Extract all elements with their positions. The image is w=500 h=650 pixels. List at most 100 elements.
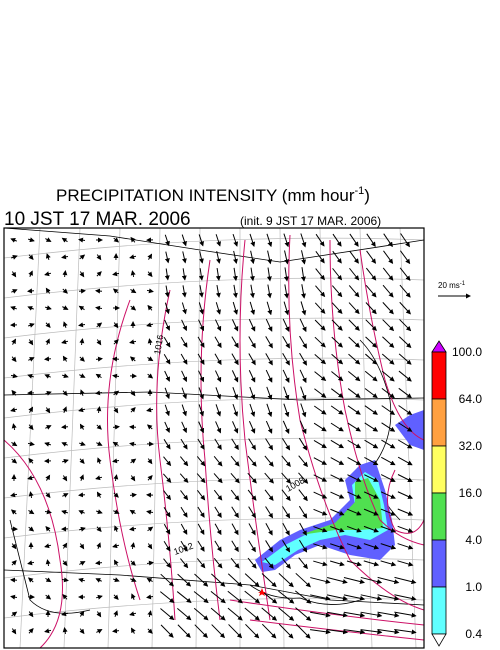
- wind-arrow: [28, 491, 34, 499]
- wind-arrow: [112, 424, 120, 430]
- wind-arrow: [399, 284, 411, 298]
- wind-arrow: [266, 386, 273, 401]
- wind-arrow: [164, 404, 170, 417]
- wind-arrow: [61, 237, 68, 243]
- wind-arrow: [45, 287, 51, 294]
- wind-arrow: [283, 233, 290, 248]
- wind-arrow: [365, 284, 377, 298]
- wind-arrow: [282, 318, 290, 332]
- wind-arrow: [380, 508, 397, 516]
- wind-arrow: [397, 543, 414, 550]
- wind-arrow: [230, 455, 240, 467]
- wind-arrow: [245, 623, 260, 639]
- wind-arrow: [249, 233, 256, 247]
- wind-arrow: [230, 473, 240, 484]
- wind-arrow: [398, 439, 413, 449]
- wind-arrow: [343, 611, 366, 618]
- wind-arrow: [164, 285, 170, 298]
- wind-arrow: [382, 284, 394, 298]
- wind-arrow: [79, 423, 85, 430]
- wind-arrow: [114, 559, 119, 566]
- wind-arrow: [400, 233, 410, 248]
- wind-arrow: [331, 319, 343, 331]
- wind-arrow: [349, 233, 359, 247]
- wind-arrow: [315, 233, 325, 247]
- wind-arrow: [313, 457, 328, 465]
- wind-arrow: [283, 267, 289, 282]
- wind-arrow: [11, 628, 17, 635]
- wind-arrow: [282, 438, 291, 451]
- wind-arrow: [265, 438, 273, 451]
- wind-arrow: [113, 509, 120, 514]
- wind-arrow: [131, 627, 136, 634]
- wind-arrow: [381, 405, 396, 415]
- wind-arrow: [198, 234, 204, 247]
- wind-arrow: [28, 457, 34, 464]
- wind-arrow: [78, 510, 85, 515]
- wind-arrow: [28, 526, 35, 532]
- wind-arrow: [232, 387, 239, 400]
- wind-arrow: [360, 629, 383, 635]
- wind-arrow: [214, 438, 222, 450]
- valid-time: 10 JST 17 MAR. 2006: [4, 209, 191, 230]
- wind-arrow: [131, 593, 136, 600]
- wind-arrow: [231, 336, 239, 349]
- wind-arrow: [264, 455, 274, 467]
- wind-arrow: [181, 234, 187, 247]
- wind-arrow: [10, 594, 18, 600]
- wind-arrow: [298, 539, 308, 553]
- wind-arrow: [181, 370, 187, 383]
- wind-arrow: [198, 370, 205, 383]
- wind-arrow: [177, 608, 192, 621]
- wind-arrow: [147, 373, 154, 379]
- wind-arrow: [398, 370, 412, 382]
- wind-arrow: [193, 607, 209, 621]
- legend-label: 100.0: [452, 345, 482, 359]
- wind-arrow: [326, 594, 348, 601]
- wind-arrow: [78, 305, 85, 311]
- wind-arrow: [198, 302, 204, 315]
- wind-arrow: [266, 233, 273, 248]
- wind-arrow: [180, 336, 188, 348]
- wind-arrow: [281, 489, 291, 502]
- wind-arrow: [112, 288, 119, 294]
- wind-arrow: [231, 540, 239, 553]
- wind-arrow: [264, 472, 274, 484]
- wind-arrow: [28, 509, 35, 515]
- wind-arrow: [163, 336, 171, 348]
- wind-arrow: [233, 250, 238, 265]
- wind-arrow: [113, 339, 119, 345]
- wind-arrow: [45, 407, 51, 414]
- wind-arrow: [364, 439, 379, 449]
- wind-arrow: [28, 424, 34, 431]
- wind-arrow: [228, 624, 243, 639]
- wind-arrow: [347, 457, 362, 466]
- wind-arrow: [399, 250, 411, 265]
- wind-arrow: [377, 576, 400, 585]
- wind-arrow: [44, 441, 52, 447]
- wind-arrow: [78, 322, 86, 328]
- wind-arrow: [181, 319, 187, 332]
- wind-arrow: [282, 420, 290, 435]
- wind-arrow: [194, 624, 208, 639]
- wind-arrow: [249, 301, 256, 316]
- wind-arrow: [300, 386, 307, 401]
- wind-arrow: [211, 573, 226, 587]
- wind-arrow: [61, 458, 69, 464]
- wind-arrow: [247, 472, 257, 484]
- wind-arrow: [281, 557, 291, 569]
- wind-arrow: [11, 254, 18, 260]
- wind-arrow: [27, 560, 35, 566]
- wind-arrow: [383, 250, 394, 264]
- wind-arrow: [382, 336, 395, 348]
- wind-arrow: [331, 336, 343, 348]
- wind-arrow: [95, 373, 102, 379]
- wind-arrow: [266, 284, 272, 299]
- wind-arrow: [232, 267, 238, 282]
- wind-arrow: [248, 420, 256, 434]
- wind-arrow: [299, 522, 307, 536]
- wind-arrow: [300, 301, 307, 316]
- wind-arrow: [113, 237, 120, 243]
- wind-arrow: [214, 336, 222, 349]
- wind-arrow: [300, 403, 307, 418]
